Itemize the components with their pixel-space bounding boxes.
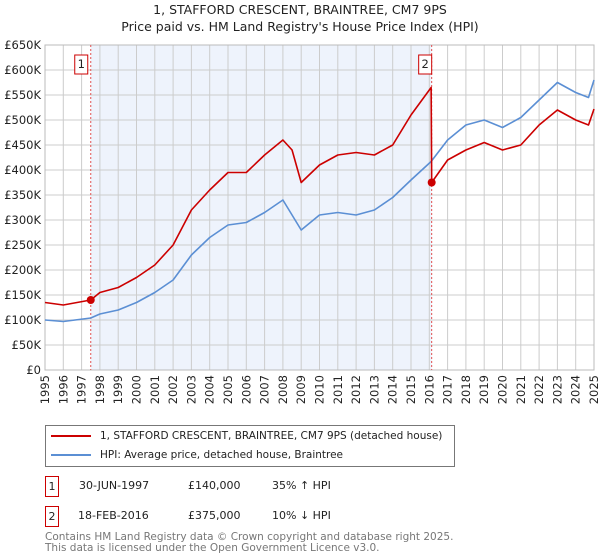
sale-point xyxy=(86,296,95,304)
y-tick-label: £300K xyxy=(4,213,41,227)
legend-label: 1, STAFFORD CRESCENT, BRAINTREE, CM7 9PS… xyxy=(100,430,443,442)
sale-label-box xyxy=(74,54,89,75)
x-tick-label: 2003 xyxy=(184,375,198,404)
sale-label: 2 xyxy=(422,57,429,71)
x-tick-label: 2011 xyxy=(331,375,345,404)
sale-date: 18-FEB-2016 xyxy=(78,509,149,522)
plot-border xyxy=(44,44,595,371)
x-tick-label: 2006 xyxy=(239,375,253,404)
sale-badge: 2 xyxy=(45,506,59,527)
x-tick-label: 2010 xyxy=(313,375,327,404)
legend-swatch-blue xyxy=(51,454,91,456)
footer: Contains HM Land Registry data © Crown c… xyxy=(45,532,453,554)
x-tick-label: 2019 xyxy=(477,375,491,404)
sale-point xyxy=(427,178,436,187)
x-tick-label: 1996 xyxy=(56,375,70,404)
y-tick-label: £0 xyxy=(26,363,41,377)
x-tick-label: 2008 xyxy=(276,375,290,404)
sale-price: £375,000 xyxy=(188,509,241,522)
x-tick-label: 1998 xyxy=(93,375,107,404)
y-tick-label: £500K xyxy=(4,113,41,127)
x-tick-label: 2021 xyxy=(514,375,528,404)
legend-item-hpi: HPI: Average price, detached house, Brai… xyxy=(51,447,343,463)
x-tick-label: 2022 xyxy=(532,375,546,404)
footer-line-1: Contains HM Land Registry data © Crown c… xyxy=(45,531,454,543)
chart-subtitle: Price paid vs. HM Land Registry's House … xyxy=(121,19,479,34)
x-tick-label: 2013 xyxy=(367,375,381,404)
x-tick-label: 2016 xyxy=(422,375,436,404)
sale-label: 1 xyxy=(78,57,85,71)
x-tick-label: 2020 xyxy=(496,375,510,404)
x-tick-label: 2025 xyxy=(587,375,600,404)
shaded-ownership-period xyxy=(90,45,432,370)
x-tick-label: 2024 xyxy=(569,375,583,404)
x-tick-label: 2012 xyxy=(349,375,363,404)
sale-hpi-diff: 35% ↑ HPI xyxy=(272,479,331,492)
x-tick-label: 1995 xyxy=(38,375,52,404)
legend: 1, STAFFORD CRESCENT, BRAINTREE, CM7 9PS… xyxy=(45,425,455,467)
y-tick-label: £200K xyxy=(4,263,41,277)
hpi-line xyxy=(44,79,595,323)
legend-item-property: 1, STAFFORD CRESCENT, BRAINTREE, CM7 9PS… xyxy=(51,428,442,444)
legend-swatch-red xyxy=(51,435,91,437)
sale-label-box xyxy=(418,54,433,75)
x-tick-label: 2002 xyxy=(166,375,180,404)
sale-date: 30-JUN-1997 xyxy=(79,479,150,492)
plot-area: £0 £50K £100K £150K £200K £250K £300K £350K £400… xyxy=(4,38,600,404)
x-tick-label: 2023 xyxy=(550,375,564,404)
x-tick-label: 2014 xyxy=(386,375,400,404)
y-tick-label: £400K xyxy=(4,163,41,177)
legend-label: HPI: Average price, detached house, Brai… xyxy=(100,449,344,461)
x-tick-label: 2001 xyxy=(148,375,162,404)
x-tick-label: 2009 xyxy=(294,375,308,404)
y-tick-label: £450K xyxy=(4,138,41,152)
property-price-line xyxy=(44,86,595,306)
x-tick-label: 2007 xyxy=(258,375,272,404)
x-tick-label: 2005 xyxy=(221,375,235,404)
y-tick-label: £350K xyxy=(4,188,41,202)
x-tick-label: 2015 xyxy=(404,375,418,404)
chart-title: 1, STAFFORD CRESCENT, BRAINTREE, CM7 9PS xyxy=(153,2,447,17)
footer-line-2: This data is licensed under the Open Gov… xyxy=(45,542,380,554)
y-tick-label: £600K xyxy=(4,63,41,77)
y-tick-label: £150K xyxy=(4,288,41,302)
sale-hpi-diff: 10% ↓ HPI xyxy=(272,509,331,522)
x-tick-label: 2000 xyxy=(130,375,144,404)
y-tick-label: £100K xyxy=(4,313,41,327)
y-tick-label: £550K xyxy=(4,88,41,102)
sale-price: £140,000 xyxy=(188,479,241,492)
x-tick-label: 2018 xyxy=(459,375,473,404)
y-tick-label: £50K xyxy=(12,338,42,352)
x-tick-label: 1997 xyxy=(75,375,89,404)
x-tick-label: 1999 xyxy=(111,375,125,404)
x-tick-label: 2017 xyxy=(441,375,455,404)
x-tick-label: 2004 xyxy=(203,375,217,404)
y-tick-label: £650K xyxy=(4,38,41,52)
y-tick-label: £250K xyxy=(4,238,41,252)
sale-badge: 1 xyxy=(45,476,59,497)
